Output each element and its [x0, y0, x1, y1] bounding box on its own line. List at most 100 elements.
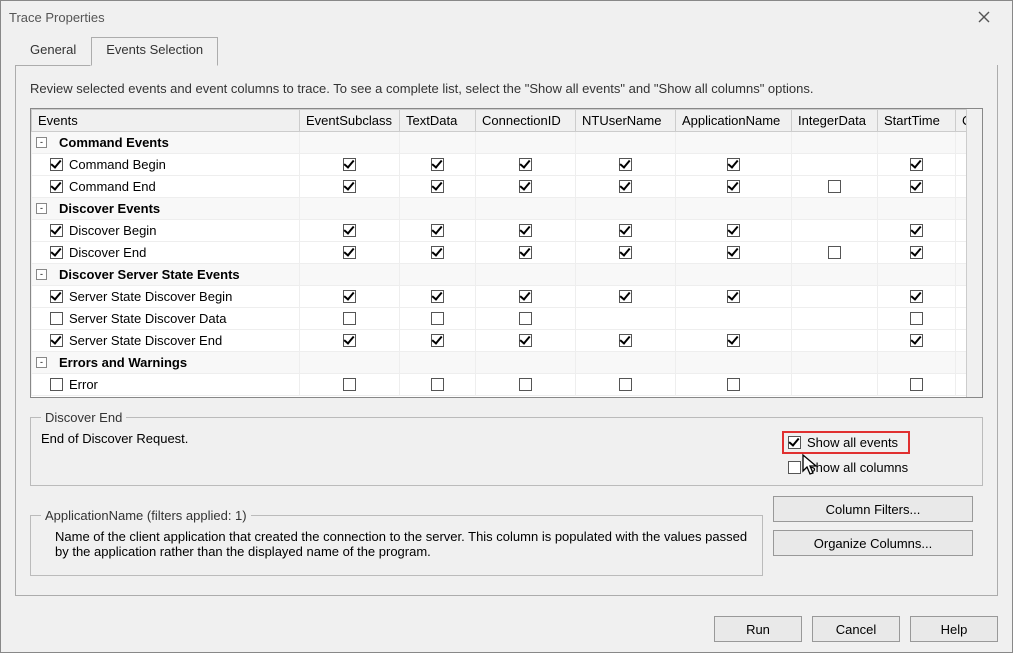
cell-checkbox[interactable]	[727, 246, 740, 259]
cell-checkbox[interactable]	[727, 378, 740, 391]
column-header[interactable]: NTUserName	[576, 110, 676, 132]
cell-checkbox[interactable]	[619, 334, 632, 347]
cell-checkbox[interactable]	[519, 158, 532, 171]
cell-checkbox[interactable]	[910, 180, 923, 193]
events-grid[interactable]: EventsEventSubclassTextDataConnectionIDN…	[30, 108, 983, 398]
cell-checkbox[interactable]	[343, 180, 356, 193]
cell-checkbox[interactable]	[343, 290, 356, 303]
cell-checkbox[interactable]	[431, 378, 444, 391]
cell-checkbox[interactable]	[910, 246, 923, 259]
help-button[interactable]: Help	[910, 616, 998, 642]
column-filters-button[interactable]: Column Filters...	[773, 496, 973, 522]
cell-checkbox[interactable]	[619, 378, 632, 391]
event-row[interactable]: Discover Begin	[32, 220, 967, 242]
cell-checkbox[interactable]	[619, 290, 632, 303]
row-enable-checkbox[interactable]	[50, 158, 63, 171]
tree-toggle-icon[interactable]: -	[36, 203, 47, 214]
show-all-columns-option[interactable]: Show all columns	[782, 460, 908, 475]
show-all-columns-checkbox[interactable]	[788, 461, 801, 474]
show-all-events-option[interactable]: Show all events	[782, 431, 910, 454]
row-enable-checkbox[interactable]	[50, 378, 63, 391]
organize-columns-button[interactable]: Organize Columns...	[773, 530, 973, 556]
event-row[interactable]: Server State Discover Begin	[32, 286, 967, 308]
event-name: Discover Begin	[69, 223, 156, 238]
tab-general[interactable]: General	[15, 37, 91, 66]
show-all-events-checkbox[interactable]	[788, 436, 801, 449]
cell-checkbox[interactable]	[343, 158, 356, 171]
row-enable-checkbox[interactable]	[50, 246, 63, 259]
cell-checkbox[interactable]	[619, 158, 632, 171]
group-label: Discover Events	[59, 201, 160, 216]
column-header[interactable]: IntegerData	[792, 110, 878, 132]
event-row[interactable]: Server State Discover End	[32, 330, 967, 352]
cell-checkbox[interactable]	[343, 378, 356, 391]
cell-checkbox[interactable]	[343, 224, 356, 237]
cell-checkbox[interactable]	[343, 334, 356, 347]
cell-checkbox[interactable]	[910, 158, 923, 171]
column-header[interactable]: C	[956, 110, 967, 132]
tab-body: Review selected events and event columns…	[15, 65, 998, 596]
row-enable-checkbox[interactable]	[50, 180, 63, 193]
cell-checkbox[interactable]	[431, 334, 444, 347]
cell-checkbox[interactable]	[727, 180, 740, 193]
cell-checkbox[interactable]	[431, 158, 444, 171]
cell-checkbox[interactable]	[519, 378, 532, 391]
column-header[interactable]: Events	[32, 110, 300, 132]
column-header[interactable]: ConnectionID	[476, 110, 576, 132]
group-row[interactable]: - Discover Events	[32, 198, 967, 220]
cell-checkbox[interactable]	[727, 158, 740, 171]
cell-checkbox[interactable]	[519, 290, 532, 303]
grid-scrollbar[interactable]	[966, 109, 982, 397]
event-row[interactable]: Discover End	[32, 242, 967, 264]
cell-checkbox[interactable]	[431, 312, 444, 325]
cell-checkbox[interactable]	[619, 246, 632, 259]
cell-checkbox[interactable]	[431, 180, 444, 193]
cell-checkbox[interactable]	[828, 246, 841, 259]
cell-checkbox[interactable]	[431, 290, 444, 303]
run-button[interactable]: Run	[714, 616, 802, 642]
cell-checkbox[interactable]	[727, 334, 740, 347]
event-row[interactable]: Command End	[32, 176, 967, 198]
cell-checkbox[interactable]	[910, 224, 923, 237]
group-row[interactable]: -Errors and Warnings	[32, 352, 967, 374]
cell-checkbox[interactable]	[828, 180, 841, 193]
column-header[interactable]: TextData	[400, 110, 476, 132]
cell-checkbox[interactable]	[910, 334, 923, 347]
cell-checkbox[interactable]	[431, 246, 444, 259]
row-enable-checkbox[interactable]	[50, 312, 63, 325]
group-row[interactable]: -Command Events	[32, 132, 967, 154]
row-enable-checkbox[interactable]	[50, 290, 63, 303]
row-enable-checkbox[interactable]	[50, 224, 63, 237]
tree-toggle-icon[interactable]: -	[36, 269, 47, 280]
tree-toggle-icon[interactable]: -	[36, 137, 47, 148]
column-header[interactable]: ApplicationName	[676, 110, 792, 132]
cell-checkbox[interactable]	[343, 246, 356, 259]
event-name: Server State Discover Data	[69, 311, 227, 326]
titlebar: Trace Properties	[1, 1, 1012, 33]
cell-checkbox[interactable]	[519, 180, 532, 193]
event-row[interactable]: Error	[32, 374, 967, 396]
cell-checkbox[interactable]	[519, 224, 532, 237]
tab-events-selection[interactable]: Events Selection	[91, 37, 218, 66]
cell-checkbox[interactable]	[910, 378, 923, 391]
cell-checkbox[interactable]	[910, 290, 923, 303]
cell-checkbox[interactable]	[619, 224, 632, 237]
column-header[interactable]: EventSubclass	[300, 110, 400, 132]
event-row[interactable]: Command Begin	[32, 154, 967, 176]
cell-checkbox[interactable]	[910, 312, 923, 325]
cell-checkbox[interactable]	[431, 224, 444, 237]
cancel-button[interactable]: Cancel	[812, 616, 900, 642]
cell-checkbox[interactable]	[519, 334, 532, 347]
column-header[interactable]: StartTime	[878, 110, 956, 132]
event-row[interactable]: Server State Discover Data	[32, 308, 967, 330]
group-row[interactable]: -Discover Server State Events	[32, 264, 967, 286]
cell-checkbox[interactable]	[727, 224, 740, 237]
close-icon[interactable]	[964, 3, 1004, 31]
cell-checkbox[interactable]	[727, 290, 740, 303]
cell-checkbox[interactable]	[519, 312, 532, 325]
tree-toggle-icon[interactable]: -	[36, 357, 47, 368]
row-enable-checkbox[interactable]	[50, 334, 63, 347]
cell-checkbox[interactable]	[519, 246, 532, 259]
cell-checkbox[interactable]	[619, 180, 632, 193]
cell-checkbox[interactable]	[343, 312, 356, 325]
